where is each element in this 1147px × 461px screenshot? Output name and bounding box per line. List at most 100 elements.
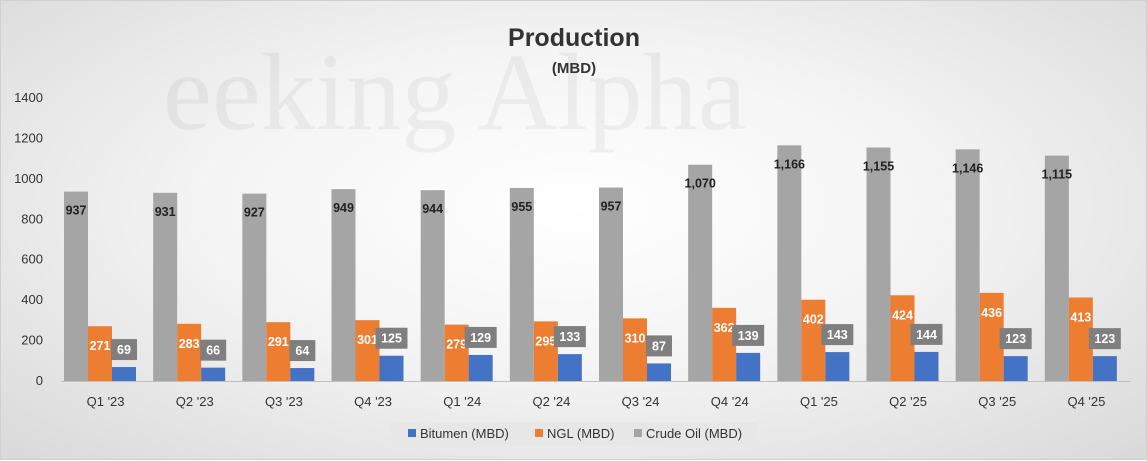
- x-tick-label: Q4 '23: [354, 394, 392, 409]
- bitumen-data-label: 123: [1094, 332, 1115, 346]
- crude-bar: [509, 187, 534, 381]
- bitumen-label-box: [200, 339, 227, 361]
- ngl-bar: [88, 326, 112, 381]
- bitumen-label-box: [375, 327, 408, 349]
- crude-bar: [242, 193, 267, 381]
- ngl-data-label: 402: [803, 313, 824, 327]
- bitumen-label-box: [289, 340, 316, 362]
- bitumen-label-box: [910, 323, 943, 345]
- x-axis: Q1 '23 Q2 '23 Q3 '23 Q4 '23 Q1 '24 Q2 '24 Q3 '…: [61, 381, 1131, 409]
- ngl-legend-swatch: [535, 429, 543, 437]
- ngl-data-label: 424: [892, 308, 913, 322]
- bitumen-data-label: 66: [206, 344, 220, 358]
- x-tick-label: Q1 '24: [443, 394, 481, 409]
- crude-bar: [688, 164, 713, 381]
- x-tick-label: Q3 '23: [265, 394, 303, 409]
- ngl-data-label: 362: [714, 321, 735, 335]
- legend-box: [391, 422, 757, 446]
- crude-data-label: 937: [66, 204, 87, 218]
- bitumen-bar: [468, 354, 493, 381]
- bitumen-bar: [290, 368, 315, 381]
- crude-data-label: 1,155: [863, 160, 894, 174]
- bitumen-label-box: [111, 339, 137, 361]
- y-axis: 0 200 400 600 800 1000 1200 1400: [14, 90, 43, 388]
- ngl-data-label: 283: [179, 337, 200, 351]
- crude-bar: [1044, 155, 1069, 381]
- ngl-data-label: 413: [1070, 311, 1091, 325]
- bitumen-bar: [736, 352, 761, 381]
- crude-data-label: 1,146: [952, 161, 983, 175]
- ngl-data-label: 301: [357, 333, 378, 347]
- ngl-bar: [266, 322, 291, 381]
- crude-bar: [866, 147, 891, 381]
- chart-subtitle: (MBD): [552, 60, 596, 77]
- x-tick-label: Q2 '25: [889, 394, 927, 409]
- y-tick-label: 200: [21, 333, 43, 348]
- crude-data-label: 955: [511, 200, 532, 214]
- bitumen-label-box: [1088, 328, 1121, 350]
- crude-bar: [420, 190, 445, 381]
- bitumen-bar: [112, 367, 136, 381]
- bitumen-data-label: 144: [916, 328, 937, 342]
- x-tick-label: Q3 '24: [622, 394, 660, 409]
- crude-data-label: 1,070: [685, 177, 716, 191]
- bitumen-data-label: 129: [470, 331, 491, 345]
- legend: Bitumen (MBD) NGL (MBD) Crude Oil (MBD): [391, 422, 757, 446]
- bitumen-bar: [647, 363, 671, 381]
- bitumen-data-label: 125: [381, 332, 402, 346]
- bitumen-label-box: [553, 326, 586, 348]
- x-tick-label: Q4 '25: [1067, 394, 1105, 409]
- bitumen-legend-swatch: [408, 429, 416, 437]
- crude-bar: [777, 145, 802, 381]
- bitumen-bar: [1003, 356, 1028, 381]
- bitumen-label-box: [999, 328, 1032, 350]
- crude-data-label: 931: [155, 205, 176, 219]
- x-tick-label: Q3 '25: [978, 394, 1016, 409]
- bitumen-data-label: 69: [117, 343, 131, 357]
- y-tick-label: 1400: [14, 90, 43, 105]
- crude-data-label: 1,115: [1042, 168, 1073, 182]
- x-tick-label: Q2 '23: [176, 394, 214, 409]
- ngl-bar: [177, 323, 202, 381]
- crude-bar: [955, 149, 980, 381]
- bitumen-bar: [379, 355, 404, 381]
- x-tick-label: Q4 '24: [711, 394, 749, 409]
- bitumen-data-label: 139: [738, 329, 759, 343]
- x-tick-label: Q1 '25: [800, 394, 838, 409]
- bitumen-label-box: [646, 335, 672, 357]
- y-tick-label: 600: [21, 252, 43, 267]
- bitumen-label-box: [821, 324, 854, 346]
- crude-data-label: 944: [422, 202, 443, 216]
- y-tick-label: 400: [21, 292, 43, 307]
- bitumen-data-label: 143: [827, 328, 848, 342]
- y-tick-label: 1200: [14, 130, 43, 145]
- crude-bar: [331, 189, 356, 381]
- ngl-data-label: 291: [268, 335, 289, 349]
- bitumen-data-label: 64: [295, 344, 309, 358]
- ngl-data-label: 295: [535, 334, 556, 348]
- ngl-data-label: 279: [446, 338, 467, 352]
- crude-data-label: 957: [601, 200, 622, 214]
- bitumen-label-box: [732, 324, 765, 346]
- bitumen-bar: [1092, 356, 1117, 381]
- y-tick-label: 800: [21, 211, 43, 226]
- crude-bar: [599, 187, 623, 381]
- crude-bar: [153, 192, 178, 381]
- ngl-data-label: 436: [981, 306, 1002, 320]
- ngl-data-label: 271: [90, 339, 111, 353]
- watermark: eeking Alpha: [163, 31, 746, 153]
- ngl-data-label: 310: [625, 331, 646, 345]
- bitumen-data-label: 123: [1005, 332, 1026, 346]
- crude-data-label: 949: [333, 201, 354, 215]
- ngl-bar: [623, 318, 647, 381]
- crude-data-label: 927: [244, 206, 265, 220]
- x-tick-label: Q2 '24: [532, 394, 570, 409]
- bitumen-bar: [914, 351, 939, 381]
- y-tick-label: 0: [36, 373, 43, 388]
- ngl-legend-label: NGL (MBD): [547, 426, 614, 441]
- bitumen-data-label: 87: [652, 339, 666, 353]
- bitumen-data-label: 133: [559, 330, 580, 344]
